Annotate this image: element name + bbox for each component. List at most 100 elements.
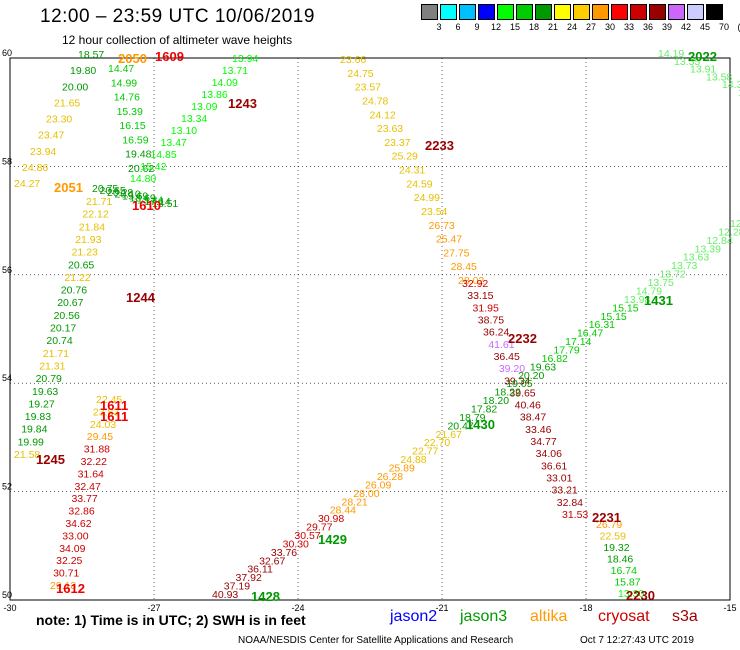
wave-height-value: 14.79 [636,285,662,297]
wave-height-value: 18.22 [495,387,521,399]
satellite-label-altika: altika [530,608,568,625]
footer-note: note: 1) Time is in UTC; 2) SWH is in fe… [36,612,306,628]
wave-height-value: 30.57 [294,530,320,542]
wave-height-value: 15.39 [117,106,143,118]
legend-swatch [516,4,533,20]
pass-time-label: 1431 [644,293,673,308]
wave-height-value: 20.10 [115,189,141,201]
wave-height-value: 28.02 [458,275,484,287]
legend-label: 30 [604,22,615,32]
pass-time-label: 1245 [36,452,65,467]
wave-height-value: 13.10 [171,125,197,137]
pass-time-label: 1612 [56,581,85,596]
pass-time-label: 1429 [318,532,347,547]
wave-height-value: 15.42 [140,161,166,173]
wave-height-value: 21.93 [75,234,101,246]
wave-height-value: 17.82 [471,404,497,416]
wave-height-value: 20.65 [100,185,126,197]
pass-time-label: 1428 [251,589,280,604]
wave-height-value: 20.76 [61,285,87,297]
wave-height-value: 41.61 [488,339,514,351]
x-tick-label: -27 [147,603,160,613]
wave-height-value: 14.36 [722,79,740,91]
wave-height-value: 22.77 [412,446,438,458]
legend-label: 70 [718,22,729,32]
wave-height-value: 23.66 [340,54,366,66]
wave-height-value: 29.45 [87,431,113,443]
wave-height-value: 29.77 [306,522,332,534]
wave-height-value: 13.72 [659,269,685,281]
legend-swatch [535,4,552,20]
wave-height-value: 13.86 [201,89,227,101]
wave-height-value: 18.69 [130,192,156,204]
wave-height-value: 19.05 [506,378,532,390]
pass-time-label: 2022 [688,49,717,64]
pass-time-label: 1610 [132,198,161,213]
legend-swatch [497,4,514,20]
wave-height-value: 31.53 [562,509,588,521]
wave-height-value: 34.62 [65,518,91,530]
wave-height-value: 23.37 [384,137,410,149]
legend-unit: (ft) [731,22,740,32]
wave-height-value: 38.75 [478,314,504,326]
wave-height-value: 21.65 [54,97,80,109]
wave-height-value: 33.15 [467,290,493,302]
wave-height-value: 12.1 [730,218,740,230]
wave-height-value: 18.51 [152,198,178,210]
wave-height-value: 24.86 [22,162,48,174]
wave-height-value: 32.86 [68,506,94,518]
wave-height-value: 28.21 [342,496,368,508]
wave-height-value: 19.99 [18,436,44,448]
wave-height-value: 24.78 [362,95,388,107]
credit-line: NOAA/NESDIS Center for Satellite Applica… [238,635,514,646]
x-tick-label: -24 [291,603,304,613]
pass-time-label: 2232 [508,331,537,346]
pass-time-label: 2230 [626,588,655,603]
legend-label: 39 [661,22,672,32]
wave-height-value: 22.59 [600,531,626,543]
legend-swatch [573,4,590,20]
y-tick-label: 56 [2,265,12,275]
pass-time-label: 1611 [100,409,128,424]
pass-time-label: 1244 [126,290,156,305]
wave-height-value: 21.84 [79,221,105,233]
x-tick-label: -30 [3,603,16,613]
legend-label: 24 [566,22,577,32]
wave-height-value: 24.12 [370,109,396,121]
legend-swatch [649,4,666,20]
legend-label: 12 [490,22,501,32]
wave-height-value: 14.85 [150,149,176,161]
legend-swatch [706,4,723,20]
wave-height-value: 28.45 [451,261,477,273]
wave-height-value: 19.63 [32,386,58,398]
wave-height-value: 23.30 [46,114,72,126]
wave-height-value: 34.09 [59,543,85,555]
wave-height-value: 21.67 [436,429,462,441]
wave-height-value: 13.30 [618,588,644,600]
y-tick-label: 58 [2,156,12,166]
wave-height-value: 18.46 [607,554,633,566]
wave-height-value: 14.80 [130,173,156,185]
satellite-label-jason2: jason2 [390,608,438,625]
wave-height-value: 16.15 [119,120,145,132]
wave-height-value: 20.67 [57,297,83,309]
wave-height-value: 14.99 [111,77,137,89]
generated-timestamp: Oct 7 12:27:43 UTC 2019 [580,635,694,646]
x-tick-label: -21 [435,603,448,613]
wave-height-value: 24.99 [414,192,440,204]
wave-height-value: 33.46 [525,424,551,436]
legend-swatch [440,4,457,20]
legend-label: 6 [455,22,461,32]
wave-height-value: 20.17 [50,323,76,335]
wave-height-value: 28.44 [330,505,356,517]
wave-height-value: 39.34 [504,375,530,387]
wave-height-value: 32.22 [81,456,107,468]
wave-height-value: 18.79 [459,412,485,424]
legend-swatch [459,4,476,20]
wave-height-value: 24.59 [406,178,432,190]
pass-time-label: 1611 [100,398,128,413]
pass-time-label: 1609 [155,49,184,64]
wave-height-value: 31.64 [78,468,104,480]
wave-height-value: 19.69 [122,191,148,203]
